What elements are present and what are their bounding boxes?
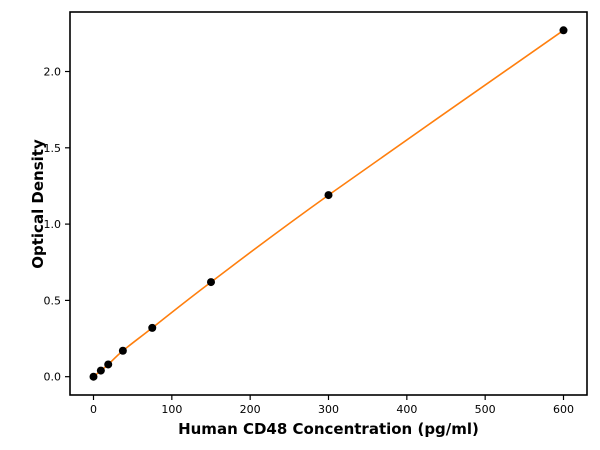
- x-tick-label: 100: [161, 403, 182, 416]
- y-tick-label: 1.5: [44, 142, 62, 155]
- data-point: [207, 278, 215, 287]
- data-point: [148, 323, 157, 332]
- data-point: [118, 346, 127, 355]
- data-point: [96, 366, 105, 375]
- data-point: [324, 191, 333, 200]
- data-point: [559, 26, 568, 35]
- x-axis-label: Human CD48 Concentration (pg/ml): [178, 420, 479, 438]
- x-tick-label: 400: [396, 403, 417, 416]
- y-axis-label: Optical Density: [29, 139, 47, 269]
- x-tick-label: 0: [90, 403, 97, 416]
- y-tick-label: 1.0: [44, 218, 62, 231]
- x-tick-label: 200: [240, 403, 261, 416]
- x-tick-label: 300: [318, 403, 339, 416]
- curve-line: [92, 29, 564, 378]
- y-tick-label: 0.0: [44, 371, 62, 384]
- data-point: [104, 360, 113, 369]
- y-tick-label: 0.5: [44, 294, 62, 307]
- plot-border: [69, 11, 588, 396]
- y-tick-label: 2.0: [44, 66, 62, 79]
- data-point: [89, 372, 98, 381]
- x-tick-label: 500: [475, 403, 496, 416]
- x-tick-label: 600: [553, 403, 574, 416]
